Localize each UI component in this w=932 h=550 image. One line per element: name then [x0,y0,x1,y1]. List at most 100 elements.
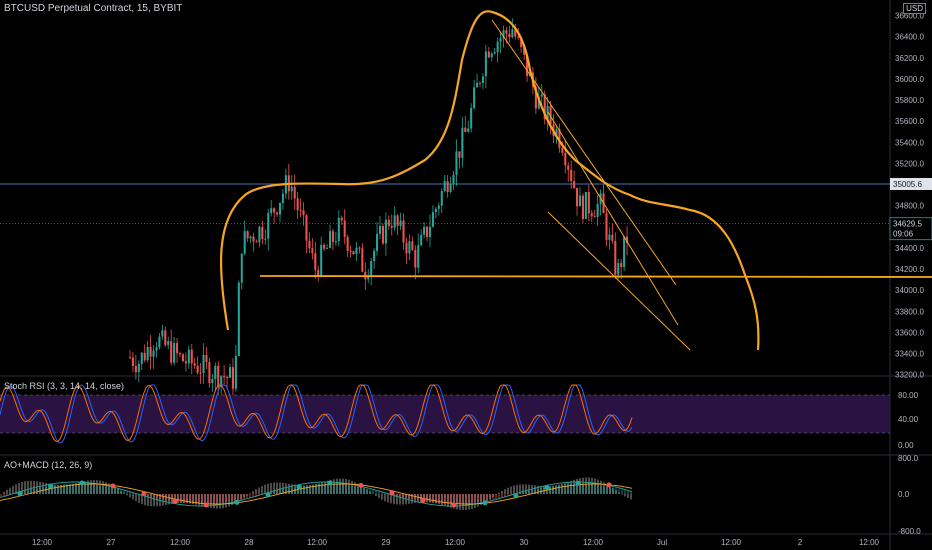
macd-bar [336,484,338,494]
macd-bar [69,484,71,494]
trend-line-upper [491,19,677,286]
macd-bar [375,490,377,494]
macd-bar [309,484,311,494]
macd-bar [588,484,590,494]
macd-bar [327,484,329,494]
macd-bar [393,494,395,496]
candle-body [402,220,405,243]
candle-body [431,212,434,227]
macd-bar [186,494,188,504]
stoch-rsi-label[interactable]: Stoch RSI (3, 3, 14, 14, close) [4,381,125,391]
macd-bar [129,491,131,494]
candle-body [326,247,329,249]
candle-body [331,231,334,242]
candle-body [514,29,517,37]
ao-bar [285,483,287,494]
candle-body [576,187,579,207]
macd-bar [126,491,128,494]
candle-body [367,275,370,280]
candle-body [240,253,243,283]
trend-line-mid [547,111,679,326]
candle-body [311,248,314,254]
candle-body [623,236,626,267]
macd-bar [612,487,614,494]
candle-body [305,215,308,241]
price-tick-label: 35800.0 [895,96,924,105]
candle-body [137,363,140,373]
candle-body [234,355,237,389]
ao-bar [258,487,260,494]
candle-body [487,51,490,58]
candle-body [611,234,614,241]
candle-body [296,198,299,211]
macd-cross-dot [327,480,333,486]
candle-body [417,245,420,268]
time-tick-label: 12:00 [307,538,328,547]
macd-bar [288,488,290,494]
candle-body [199,372,202,374]
ao-bar [384,494,386,502]
macd-bar [117,489,119,494]
candle-body [193,363,196,366]
macd-bar [618,488,620,494]
macd-cross-dot [389,490,395,496]
candle-body [196,365,199,373]
candle-body [605,213,608,240]
candle-body [143,352,146,361]
candle-body [140,352,143,364]
ao-bar [519,484,521,494]
ao-bar [630,494,632,500]
macd-tick-label: -800.0 [898,527,921,536]
ao-bar [378,494,380,498]
ao-bar [21,481,23,494]
candle-body [458,151,461,158]
candle-body [134,365,137,373]
macd-cross-dot [141,491,147,497]
macd-bar [504,494,506,497]
macd-bar [3,494,5,497]
macd-bar [204,494,206,504]
macd-bar [303,485,305,494]
candle-body [334,241,337,243]
macd-bar [183,494,185,504]
candle-body [231,367,234,389]
candle-body [211,379,214,384]
ao-macd-label[interactable]: AO+MACD (12, 26, 9) [4,460,93,470]
candle-body [587,192,590,214]
level-tag [890,177,932,190]
macd-bar [366,488,368,494]
time-tick-label: 12:00 [859,538,880,547]
stoch-rsi-band [0,395,890,433]
macd-bar [84,484,86,494]
candle-body [273,208,276,213]
macd-tick-label: 800.0 [898,454,919,463]
macd-cross-dot [358,482,364,488]
price-tick-label: 34000.0 [895,286,924,295]
currency-badge[interactable]: USD [903,3,926,14]
price-tag [889,217,932,241]
candle-body [146,347,149,361]
ao-bar [624,494,626,497]
macd-bar [462,494,464,504]
macd-bar [615,488,617,494]
macd-bar [114,488,116,494]
time-tick-label: 12:00 [721,538,742,547]
candle-body [228,367,232,378]
macd-bar [354,486,356,494]
candle-body [555,129,558,136]
price-tick-label: 36400.0 [895,33,924,42]
ao-bar [162,494,164,506]
ao-bar [396,494,398,505]
candle-body [490,53,493,58]
ao-bar [264,484,266,494]
candle-body [290,186,293,192]
macd-bar [201,494,203,504]
macd-bar [123,490,125,494]
ao-bar [381,494,383,500]
macd-bar [525,491,527,494]
price-tick-label: 36000.0 [895,75,924,84]
candle-body [328,231,332,248]
candle-body [170,341,173,363]
macd-bar [501,494,503,498]
